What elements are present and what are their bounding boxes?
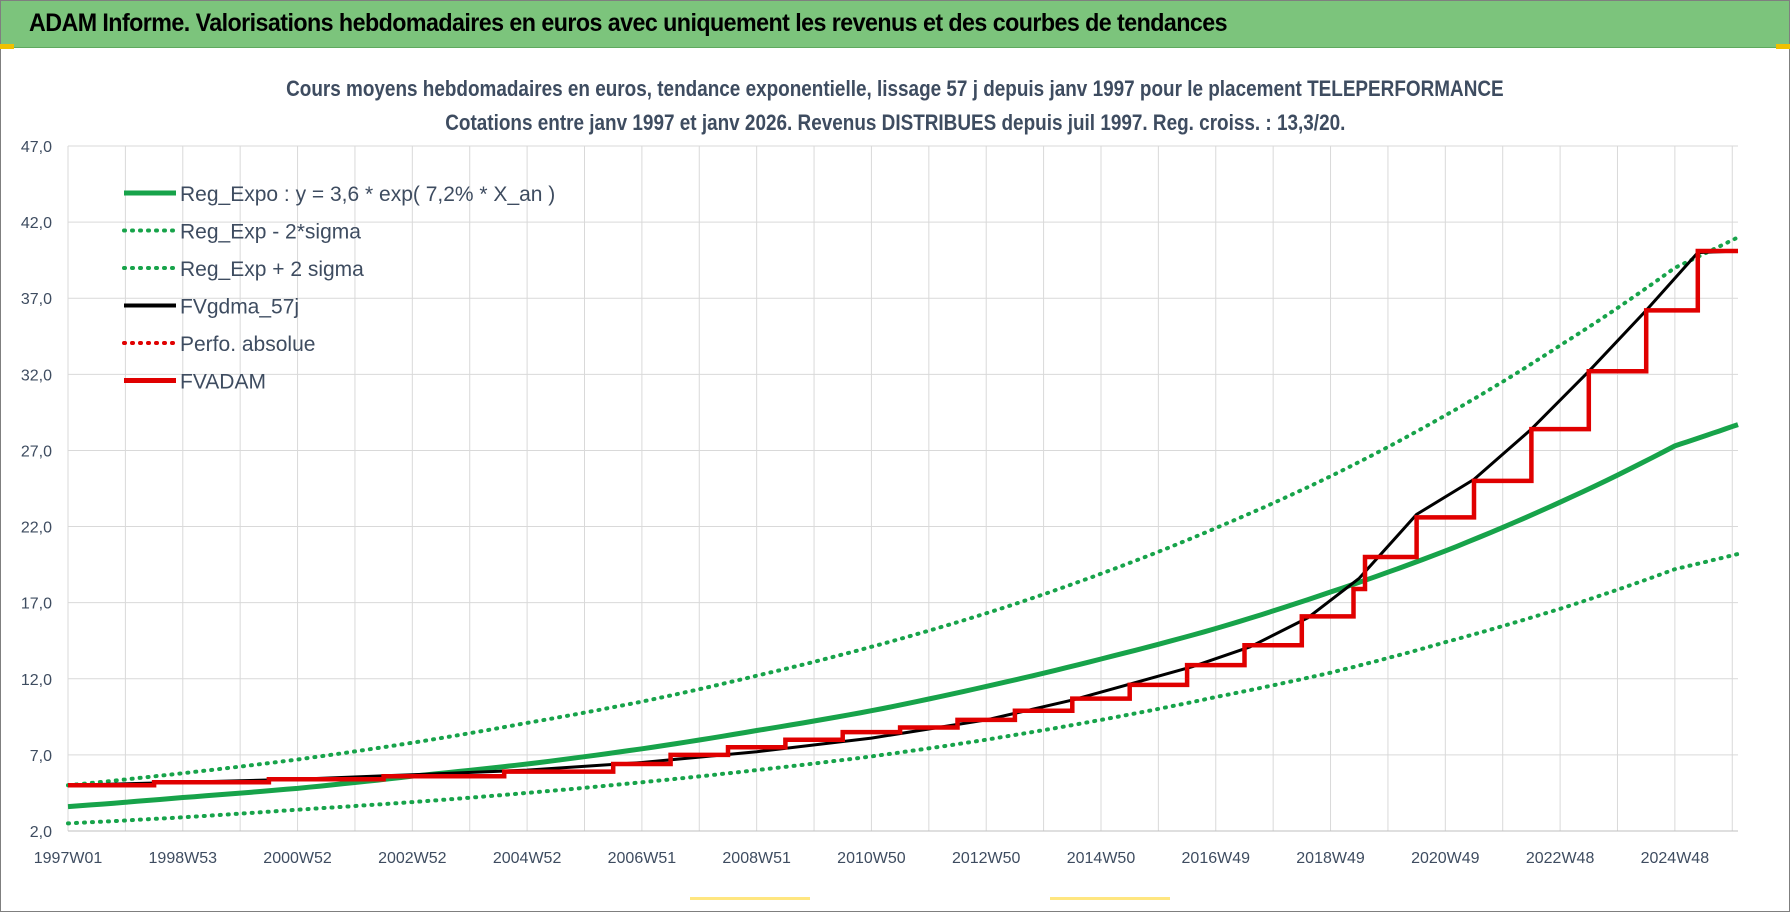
- corner-mark-left: [0, 44, 14, 49]
- x-tick-label: 1997W01: [34, 850, 103, 867]
- page-title: ADAM Informe. Valorisations hebdomadaire…: [29, 9, 1228, 37]
- corner-mark-right: [1776, 44, 1790, 49]
- y-tick-label: 47,0: [21, 139, 52, 156]
- y-tick-label: 32,0: [21, 367, 52, 384]
- legend: Reg_Expo : y = 3,6 * exp( 7,2% * X_an ) R…: [122, 183, 555, 394]
- grid: [67, 145, 1738, 832]
- y-tick-label: 42,0: [21, 215, 52, 232]
- x-tick-label: 2004W52: [493, 850, 562, 867]
- x-tick-label: 2010W50: [837, 850, 906, 867]
- x-tick-label: 2016W49: [1182, 850, 1251, 867]
- legend-label: Reg_Exp + 2 sigma: [180, 258, 364, 281]
- y-tick-label: 27,0: [21, 443, 52, 460]
- x-tick-label: 2022W48: [1526, 850, 1595, 867]
- x-tick-label: 2014W50: [1067, 850, 1136, 867]
- x-tick-label: 2008W51: [722, 850, 791, 867]
- header-banner: ADAM Informe. Valorisations hebdomadaire…: [1, 1, 1789, 48]
- axes: 2,0 7,0 12,0 17,0 22,0 27,0 32,0 37,0 42,0 47,0 19…: [21, 139, 1738, 867]
- series-line-5: [68, 248, 1738, 788]
- y-tick-label: 37,0: [21, 291, 52, 308]
- chart-title-text: Cours moyens hebdomadaires en euros, ten…: [286, 76, 1504, 101]
- x-tick-label: 2024W48: [1641, 850, 1710, 867]
- legend-label: Reg_Exp - 2*sigma: [180, 221, 361, 244]
- chart-subtitle: Cotations entre janv 1997 et janv 2026. …: [0, 110, 1790, 136]
- legend-label: Perfo. absolue: [180, 333, 315, 356]
- x-tick-label: 2012W50: [952, 850, 1021, 867]
- y-tick-label: 17,0: [21, 596, 52, 613]
- bottom-accent-left: [690, 897, 810, 900]
- chart-title: Cours moyens hebdomadaires en euros, ten…: [0, 76, 1790, 102]
- legend-label: Reg_Expo : y = 3,6 * exp( 7,2% * X_an ): [180, 183, 555, 206]
- x-tick-label: 2002W52: [378, 850, 447, 867]
- y-tick-label: 7,0: [30, 748, 52, 765]
- x-tick-label: 1998W53: [149, 850, 218, 867]
- y-tick-label: 22,0: [21, 520, 52, 537]
- y-tick-label: 12,0: [21, 672, 52, 689]
- y-tick-label: 2,0: [30, 824, 52, 841]
- x-tick-label: 2018W49: [1296, 850, 1365, 867]
- x-tick-label: 2000W52: [263, 850, 332, 867]
- bottom-accent-right: [1050, 897, 1170, 900]
- x-tick-label: 2020W49: [1411, 850, 1480, 867]
- series-line-2: [66, 235, 1740, 788]
- legend-label: FVgdma_57j: [180, 296, 299, 319]
- legend-label: FVADAM: [180, 371, 266, 394]
- series-line-0: [67, 422, 1739, 810]
- series-lines: [66, 235, 1740, 826]
- chart-subtitle-text: Cotations entre janv 1997 et janv 2026. …: [444, 110, 1346, 135]
- x-tick-label: 2006W51: [608, 850, 677, 867]
- series-line-1: [66, 552, 1740, 826]
